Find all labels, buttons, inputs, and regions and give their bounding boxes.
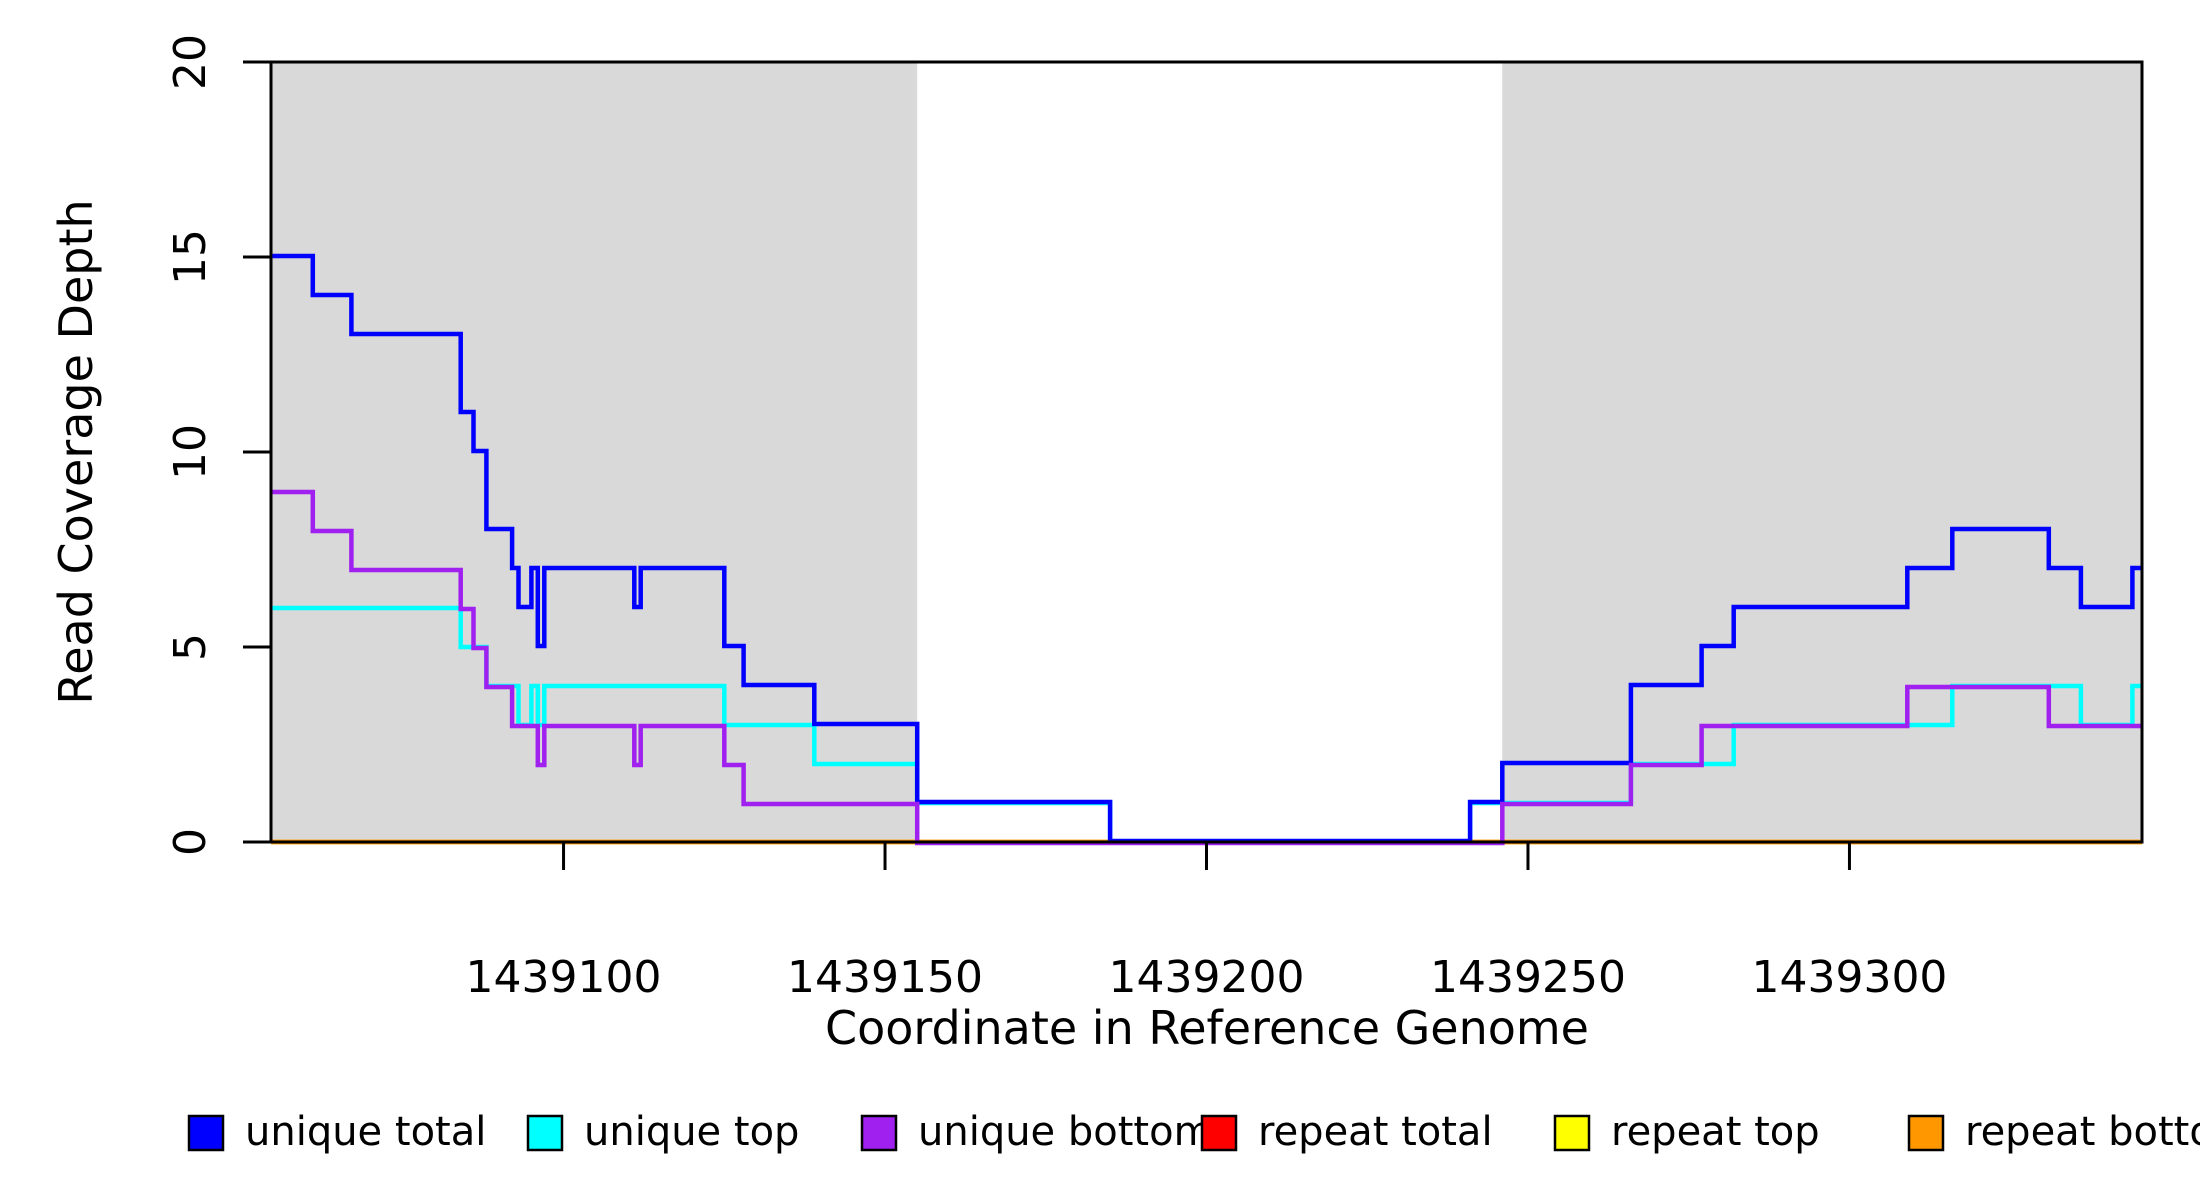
y-axis-title: Read Coverage Depth [49, 199, 103, 704]
shaded-regions [271, 62, 2142, 842]
series-line-unique-bottom [271, 489, 2142, 846]
legend-item-label: unique bottom [918, 1109, 1213, 1155]
legend-swatch [860, 1114, 898, 1152]
legend-swatch [526, 1114, 564, 1152]
x-tick-label: 1439150 [787, 952, 983, 1003]
legend-item-label: repeat top [1611, 1109, 1820, 1155]
x-tick-label: 1439250 [1430, 952, 1626, 1003]
legend-swatch [1907, 1114, 1945, 1152]
y-tick-label: 0 [165, 828, 216, 856]
legend-item-repeat-bottom: repeat bottom [1907, 1109, 2200, 1155]
legend-item-unique-total: unique total [187, 1109, 486, 1155]
legend-item-repeat-top: repeat top [1553, 1109, 1820, 1155]
legend-item-repeat-total: repeat total [1200, 1109, 1493, 1155]
y-tick-label: 5 [165, 633, 216, 661]
legend-item-label: unique total [245, 1109, 486, 1155]
legend-swatch [1553, 1114, 1591, 1152]
series-line-unique-top [271, 605, 2142, 845]
legend-item-label: unique top [584, 1109, 799, 1155]
shaded-region [1502, 62, 2142, 842]
x-axis-title: Coordinate in Reference Genome [825, 1001, 1589, 1055]
y-tick-label: 20 [165, 34, 216, 90]
y-tick-label: 10 [165, 424, 216, 480]
x-tick-label: 1439200 [1109, 952, 1305, 1003]
legend-swatch [1200, 1114, 1238, 1152]
legend-item-unique-top: unique top [526, 1109, 799, 1155]
x-tick-label: 1439300 [1751, 952, 1947, 1003]
legend-item-label: repeat bottom [1965, 1109, 2200, 1155]
series-line-unique-total [271, 253, 2142, 844]
legend-item-label: repeat total [1258, 1109, 1493, 1155]
legend-swatch [187, 1114, 225, 1152]
x-tick-label: 1439100 [466, 952, 662, 1003]
legend-item-unique-bottom: unique bottom [860, 1109, 1213, 1155]
axes: 1439100 1439150 1439200 1439250 1439300 0 5 10 1… [165, 34, 2144, 1003]
y-tick-label: 15 [165, 229, 216, 285]
legend: unique total unique top unique bottom repea… [187, 1109, 2200, 1155]
shaded-region [271, 62, 918, 842]
